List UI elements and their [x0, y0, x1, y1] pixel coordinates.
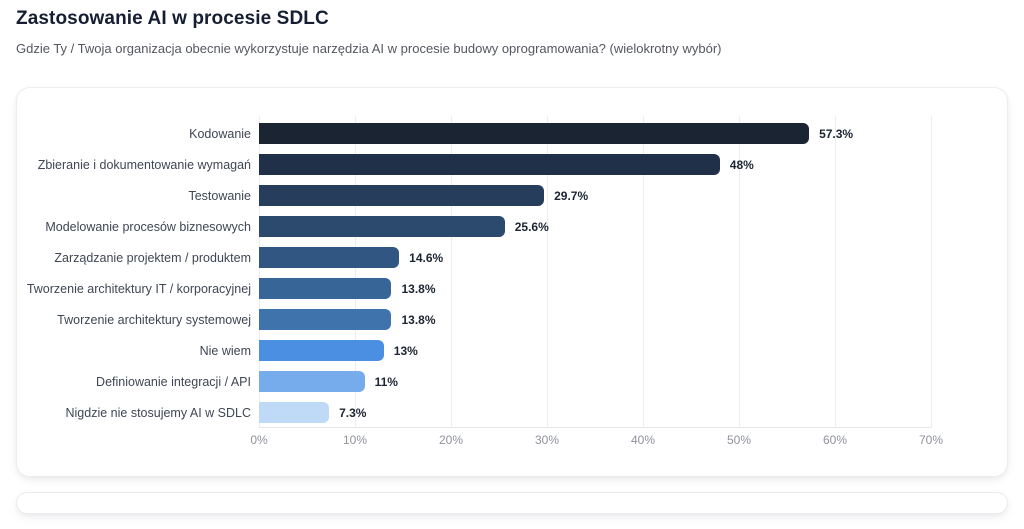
- x-tick-label: 0%: [250, 433, 268, 447]
- value-label: 29.7%: [554, 188, 589, 203]
- value-label: 11%: [374, 374, 398, 389]
- bar-track: 57.3%: [259, 123, 931, 144]
- next-card-partial: [16, 492, 1008, 514]
- category-label: Nigdzie nie stosujemy AI w SDLC: [65, 405, 252, 420]
- page-header: Zastosowanie AI w procesie SDLC Gdzie Ty…: [0, 0, 1024, 56]
- bar[interactable]: [259, 185, 545, 206]
- chart-row: Kodowanie 57.3%: [17, 118, 1007, 149]
- category-label: Definiowanie integracji / API: [96, 374, 251, 389]
- value-label: 25.6%: [514, 219, 549, 234]
- bar[interactable]: [259, 278, 392, 299]
- bar[interactable]: [259, 402, 330, 423]
- value-label: 7.3%: [339, 405, 367, 420]
- x-tick-label: 30%: [534, 433, 560, 447]
- bar[interactable]: [259, 309, 392, 330]
- value-label: 14.6%: [409, 250, 444, 265]
- bar[interactable]: [259, 247, 400, 268]
- bar[interactable]: [259, 154, 720, 175]
- x-tick-label: 60%: [822, 433, 848, 447]
- x-tick-label: 50%: [726, 433, 752, 447]
- bar-chart: Kodowanie 57.3% Zbieranie i dokumentowanie…: [17, 88, 1007, 476]
- category-label: Testowanie: [188, 188, 251, 203]
- value-label: 13.8%: [401, 312, 436, 327]
- page-subtitle: Gdzie Ty / Twoja organizacja obecnie wyk…: [16, 41, 722, 56]
- bar[interactable]: [259, 371, 365, 392]
- chart-row: Zbieranie i dokumentowanie wymagań 48%: [17, 149, 1007, 180]
- bar-track: 13%: [259, 340, 931, 361]
- bar[interactable]: [259, 340, 384, 361]
- x-tick-label: 70%: [918, 433, 944, 447]
- bar[interactable]: [259, 123, 810, 144]
- value-label: 57.3%: [819, 126, 854, 141]
- bar-track: 29.7%: [259, 185, 931, 206]
- bar[interactable]: [259, 216, 505, 237]
- x-tick-label: 10%: [342, 433, 368, 447]
- chart-row: Zarządzanie projektem / produktem 14.6%: [17, 242, 1007, 273]
- chart-row: Modelowanie procesów biznesowych 25.6%: [17, 211, 1007, 242]
- category-label: Tworzenie architektury systemowej: [57, 312, 251, 327]
- chart-row: Nie wiem 13%: [17, 335, 1007, 366]
- bar-track: 7.3%: [259, 402, 931, 423]
- chart-row: Nigdzie nie stosujemy AI w SDLC 7.3%: [17, 397, 1007, 428]
- category-label: Kodowanie: [189, 126, 251, 141]
- chart-card: Kodowanie 57.3% Zbieranie i dokumentowanie…: [16, 87, 1008, 477]
- chart-row: Testowanie 29.7%: [17, 180, 1007, 211]
- bar-track: 25.6%: [259, 216, 931, 237]
- chart-row: Tworzenie architektury systemowej 13.8%: [17, 304, 1007, 335]
- bar-track: 48%: [259, 154, 931, 175]
- value-label: 48%: [729, 157, 754, 172]
- bar-rows: Kodowanie 57.3% Zbieranie i dokumentowanie…: [17, 88, 1007, 428]
- category-label: Tworzenie architektury IT / korporacyjne…: [26, 281, 251, 296]
- bar-track: 14.6%: [259, 247, 931, 268]
- value-label: 13.8%: [401, 281, 436, 296]
- bar-track: 13.8%: [259, 309, 931, 330]
- page-title: Zastosowanie AI w procesie SDLC: [16, 8, 329, 29]
- value-label: 13%: [393, 343, 418, 358]
- bar-track: 11%: [259, 371, 931, 392]
- category-label: Nie wiem: [199, 343, 251, 358]
- category-label: Zarządzanie projektem / produktem: [54, 250, 251, 265]
- chart-row: Tworzenie architektury IT / korporacyjne…: [17, 273, 1007, 304]
- category-label: Modelowanie procesów biznesowych: [45, 219, 251, 234]
- x-axis: 0% 10% 20% 30% 40% 50% 60% 70%: [250, 433, 943, 449]
- x-tick-label: 40%: [630, 433, 656, 447]
- bar-track: 13.8%: [259, 278, 931, 299]
- x-tick-label: 20%: [438, 433, 464, 447]
- chart-row: Definiowanie integracji / API 11%: [17, 366, 1007, 397]
- category-label: Zbieranie i dokumentowanie wymagań: [37, 157, 251, 172]
